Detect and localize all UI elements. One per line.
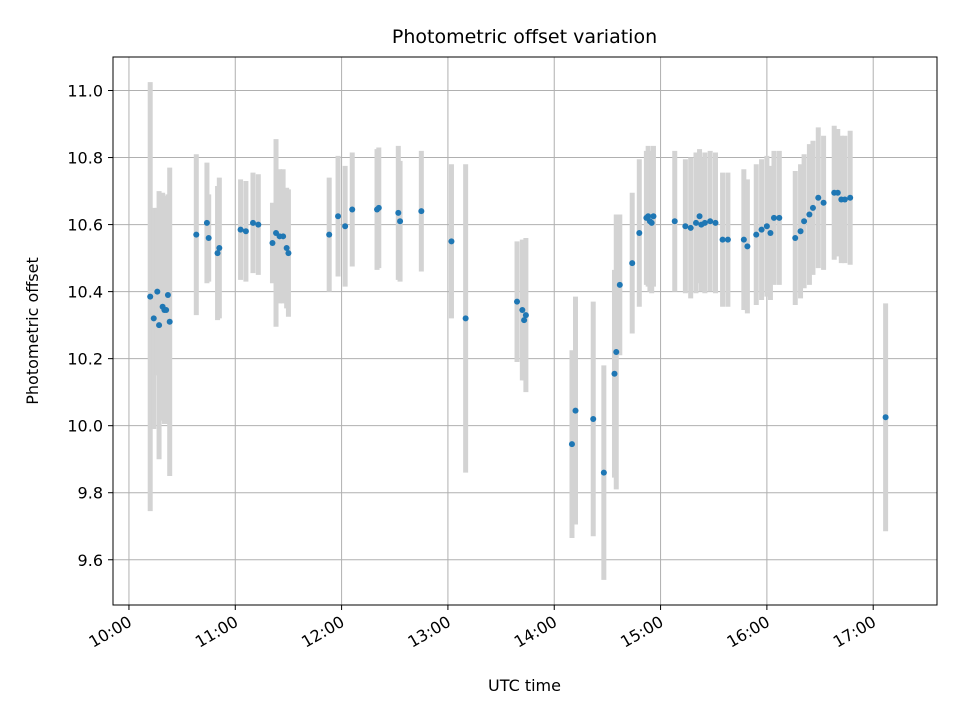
- data-point: [335, 213, 342, 220]
- data-point: [164, 291, 171, 298]
- data-point: [205, 234, 212, 241]
- data-point: [590, 415, 597, 422]
- data-point: [671, 218, 678, 225]
- data-point: [776, 214, 783, 221]
- y-tick-label: 10.2: [67, 350, 103, 369]
- data-point: [687, 224, 694, 231]
- data-point: [283, 245, 290, 252]
- data-point: [707, 218, 714, 225]
- data-point: [719, 236, 726, 243]
- data-point: [682, 223, 689, 230]
- data-point: [696, 213, 703, 220]
- data-point: [568, 441, 575, 448]
- data-point: [847, 194, 854, 201]
- data-point: [216, 245, 223, 252]
- data-point: [519, 307, 526, 314]
- data-point: [801, 218, 808, 225]
- data-point: [163, 307, 170, 314]
- data-point: [841, 196, 848, 203]
- data-point: [280, 233, 287, 240]
- data-point: [514, 298, 521, 305]
- data-point: [613, 348, 620, 355]
- data-point: [214, 250, 221, 257]
- data-point: [753, 231, 760, 238]
- data-point: [611, 370, 618, 377]
- y-axis-label: Photometric offset: [23, 257, 42, 405]
- data-point: [147, 293, 154, 300]
- data-points: [147, 189, 889, 476]
- data-point: [712, 219, 719, 226]
- data-point: [418, 208, 425, 215]
- y-tick-label: 10.6: [67, 216, 103, 235]
- data-point: [156, 322, 163, 329]
- data-point: [763, 223, 770, 230]
- plot-area-frame: [112, 56, 938, 606]
- chart-title: Photometric offset variation: [392, 26, 657, 48]
- data-point: [600, 469, 607, 476]
- data-point: [770, 214, 777, 221]
- data-point: [521, 317, 528, 324]
- data-point: [650, 213, 657, 220]
- data-point: [744, 243, 751, 250]
- data-point: [255, 221, 262, 228]
- data-point: [693, 219, 700, 226]
- data-point: [285, 250, 292, 257]
- data-point: [397, 218, 404, 225]
- data-point: [834, 189, 841, 196]
- data-point: [342, 223, 349, 230]
- data-point: [166, 318, 173, 325]
- data-point: [193, 231, 200, 238]
- data-point: [645, 213, 652, 220]
- data-point: [758, 226, 765, 233]
- data-point: [806, 211, 813, 218]
- data-point: [448, 238, 455, 245]
- data-point: [395, 209, 402, 216]
- data-point: [820, 199, 827, 206]
- data-point: [203, 219, 210, 226]
- data-point: [326, 231, 333, 238]
- data-point: [462, 315, 469, 322]
- data-point: [242, 228, 249, 235]
- data-point: [648, 219, 655, 226]
- data-point: [249, 219, 256, 226]
- data-point: [809, 204, 816, 211]
- data-point: [792, 234, 799, 241]
- data-point: [349, 206, 356, 213]
- data-point: [522, 312, 529, 319]
- y-tick-label: 9.6: [78, 551, 103, 570]
- data-point: [237, 226, 244, 233]
- data-point: [154, 288, 161, 295]
- y-tick-label: 10.0: [67, 417, 103, 436]
- data-point: [724, 236, 731, 243]
- y-tick-label: 11.0: [67, 82, 103, 101]
- data-point: [269, 240, 276, 247]
- y-tick-label: 10.4: [67, 283, 103, 302]
- data-point: [815, 194, 822, 201]
- y-tick-label: 9.8: [78, 484, 103, 503]
- data-point: [740, 236, 747, 243]
- data-point: [882, 414, 889, 421]
- data-point: [375, 204, 382, 211]
- data-point: [616, 281, 623, 288]
- y-tick-label: 10.8: [67, 149, 103, 168]
- y-axis-ticks: 9.6 9.8 10.0 10.2 10.4 10.6 10.8 11.0: [67, 82, 113, 570]
- data-point: [629, 260, 636, 267]
- data-point: [701, 219, 708, 226]
- data-point: [572, 407, 579, 414]
- data-point: [797, 228, 804, 235]
- x-axis-label: UTC time: [488, 676, 561, 695]
- data-point: [150, 315, 157, 322]
- data-point: [636, 229, 643, 236]
- data-point: [767, 229, 774, 236]
